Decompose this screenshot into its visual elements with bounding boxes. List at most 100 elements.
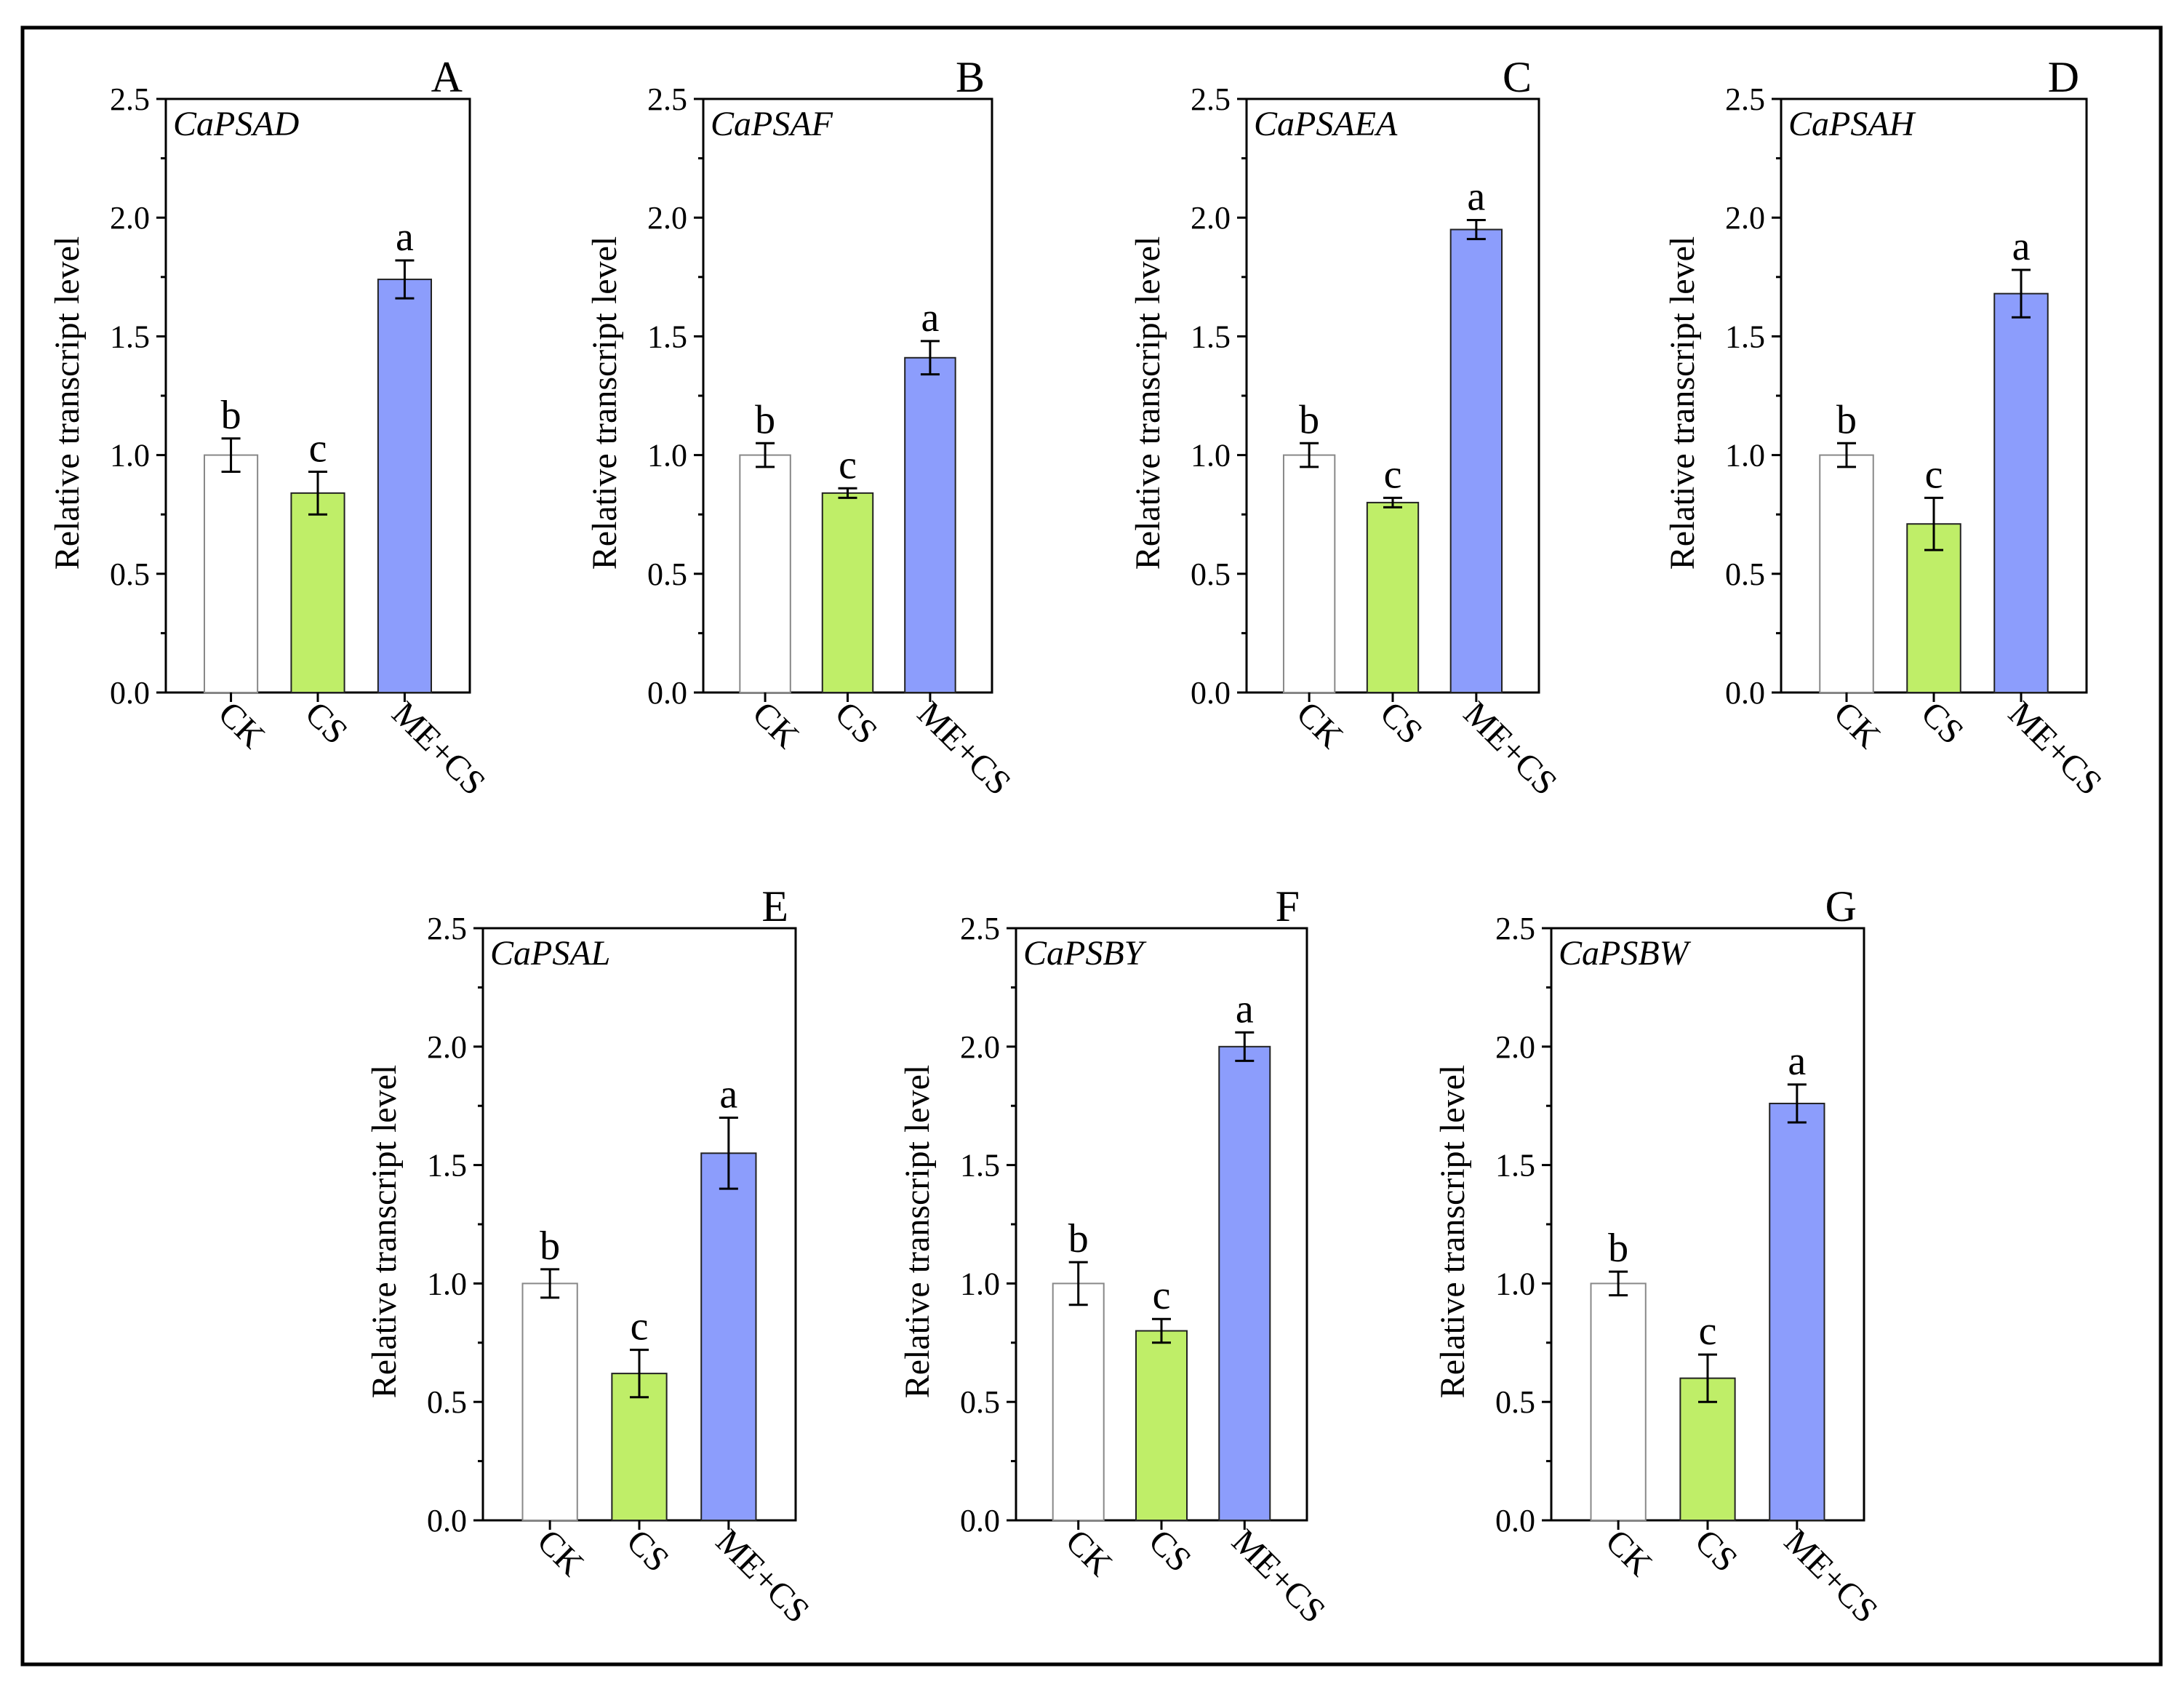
panel-b-y-axis-label: Relative transcript level	[585, 236, 624, 570]
panel-g-y-tick-label: 0.0	[1495, 1503, 1535, 1539]
panel-b-y-tick-label: 1.0	[647, 438, 687, 474]
panel-e-gene-name: CaPSAL	[490, 934, 610, 973]
panel-f-gene-name: CaPSBY	[1023, 934, 1147, 973]
panel-c-bar-ck	[1282, 454, 1336, 693]
panel-a-y-tick-label: 1.5	[110, 319, 150, 354]
panel-e-y-tick-label: 1.0	[427, 1266, 467, 1301]
panel-b-x-tick-label: CS	[828, 694, 885, 751]
panel-e-x-tick-label: CS	[619, 1522, 676, 1579]
panel-f-y-tick-label: 1.0	[960, 1266, 1000, 1301]
panel-b-panel-label: B	[956, 53, 985, 101]
panel-c-bar-cs	[1366, 501, 1420, 693]
panel-d-significance-letter: b	[1836, 397, 1857, 442]
panel-a-significance-letter: b	[221, 393, 241, 438]
panel-f-y-tick-label: 0.0	[960, 1503, 1000, 1539]
panel-f-x-tick-label: CS	[1141, 1522, 1199, 1579]
panel-c-y-tick-label: 0.0	[1191, 675, 1231, 711]
panel-d-x-tick-label: CK	[1826, 694, 1888, 756]
panel-c-significance-letter: c	[1384, 452, 1402, 497]
panel-b-significance-letter: a	[921, 295, 939, 340]
panel-a-y-tick-label: 1.0	[110, 438, 150, 474]
panel-f-y-tick-label: 0.5	[960, 1384, 1000, 1420]
panel-b-significance-letter: c	[839, 442, 857, 487]
panel-a-bar-cs	[290, 492, 345, 693]
panel-c-x-tick-label: CK	[1289, 694, 1351, 756]
panel-e-y-tick-label: 2.0	[427, 1029, 467, 1065]
panel-c-x-tick-label: ME+CS	[1456, 694, 1564, 802]
panel-c-y-tick-label: 1.5	[1191, 319, 1231, 354]
panel-b-y-tick-label: 2.5	[647, 81, 687, 117]
panel-b-gene-name: CaPSAF	[711, 105, 833, 143]
panel-d-y-tick-label: 0.0	[1725, 675, 1765, 711]
panel-a-x-tick-label: CS	[297, 694, 355, 751]
panel-d-y-tick-label: 2.5	[1725, 81, 1765, 117]
panel-d-y-tick-label: 0.5	[1725, 556, 1765, 592]
panel-d-y-axis-label: Relative transcript level	[1663, 236, 1702, 570]
panel-d-significance-letter: a	[2012, 224, 2031, 269]
panel-a-y-tick-label: 2.5	[110, 81, 150, 117]
panel-g-y-tick-label: 1.0	[1495, 1266, 1535, 1301]
panel-g-panel-label: G	[1825, 882, 1857, 930]
panel-e-significance-letter: c	[631, 1304, 649, 1349]
panel-b-bar-me-cs	[904, 356, 956, 693]
figure-frame	[20, 25, 2163, 1667]
panel-b-x-tick-label: ME+CS	[910, 694, 1018, 802]
panel-f-panel-label: F	[1276, 882, 1300, 930]
panel-g-y-tick-label: 2.0	[1495, 1029, 1535, 1065]
panel-g-y-axis-label: Relative transcript level	[1433, 1065, 1472, 1398]
panel-c-y-axis-label: Relative transcript level	[1129, 236, 1167, 570]
panel-d-y-tick-label: 1.5	[1725, 319, 1765, 354]
panel-a-y-tick-label: 0.0	[110, 675, 150, 711]
panel-g-y-tick-label: 1.5	[1495, 1148, 1535, 1184]
panel-a-significance-letter: a	[396, 215, 414, 260]
panel-f-y-axis-label: Relative transcript level	[898, 1065, 937, 1398]
panel-g-gene-name: CaPSBW	[1559, 934, 1692, 973]
panel-e-y-tick-label: 0.0	[427, 1503, 467, 1539]
panel-b-x-tick-label: CK	[745, 694, 807, 756]
panel-f-bar-cs	[1135, 1330, 1188, 1522]
panel-c-y-tick-label: 2.5	[1191, 81, 1231, 117]
panel-e-y-tick-label: 2.5	[427, 911, 467, 946]
panel-c-bar-me-cs	[1449, 228, 1503, 693]
panel-a-y-tick-label: 2.0	[110, 200, 150, 236]
panel-e-significance-letter: a	[719, 1072, 737, 1117]
panel-b-y-tick-label: 2.0	[647, 200, 687, 236]
panel-g-x-tick-label: ME+CS	[1777, 1522, 1885, 1630]
panel-f-y-tick-label: 2.5	[960, 911, 1000, 946]
panel-a-bar-ck	[203, 454, 259, 693]
panel-f-significance-letter: b	[1068, 1216, 1089, 1261]
panel-d-gene-name: CaPSAH	[1788, 105, 1916, 143]
panel-g-x-tick-label: CK	[1598, 1522, 1660, 1584]
panel-d-x-tick-label: ME+CS	[2001, 694, 2109, 802]
panel-a-y-tick-label: 0.5	[110, 556, 150, 592]
panel-b-y-tick-label: 0.5	[647, 556, 687, 592]
panel-e-bar-ck	[521, 1282, 578, 1522]
panel-c-y-tick-label: 2.0	[1191, 200, 1231, 236]
panel-c-y-tick-label: 1.0	[1191, 438, 1231, 474]
panel-e-x-tick-label: CK	[529, 1522, 591, 1584]
panel-b-bar-cs	[821, 492, 874, 693]
panel-c-gene-name: CaPSAEA	[1254, 105, 1398, 143]
panel-g-significance-letter: b	[1608, 1226, 1628, 1271]
panel-d-bar-me-cs	[1993, 292, 2049, 693]
panel-d-x-tick-label: CS	[1913, 694, 1971, 751]
panel-a-panel-label: A	[431, 53, 463, 101]
panel-g-significance-letter: a	[1788, 1039, 1806, 1084]
panel-g-significance-letter: c	[1699, 1309, 1717, 1354]
panel-b-y-tick-label: 0.0	[647, 675, 687, 711]
panel-g-bar-ck	[1590, 1282, 1647, 1522]
panel-g-bar-me-cs	[1769, 1102, 1825, 1521]
panel-f-significance-letter: c	[1153, 1273, 1171, 1318]
panel-d-y-tick-label: 1.0	[1725, 438, 1765, 474]
panel-b-bar-ck	[739, 454, 791, 693]
panel-f-x-tick-label: ME+CS	[1225, 1522, 1333, 1630]
panel-a-gene-name: CaPSAD	[173, 105, 299, 143]
panel-g-x-tick-label: CS	[1687, 1522, 1745, 1579]
panel-f-x-tick-label: CK	[1058, 1522, 1120, 1584]
panel-f-y-tick-label: 1.5	[960, 1148, 1000, 1184]
panel-f-significance-letter: a	[1236, 986, 1254, 1031]
panel-f-bar-ck	[1052, 1282, 1105, 1522]
panel-c-x-tick-label: CS	[1372, 694, 1430, 751]
panel-e-panel-label: E	[761, 882, 788, 930]
panel-f-bar-me-cs	[1218, 1045, 1271, 1522]
